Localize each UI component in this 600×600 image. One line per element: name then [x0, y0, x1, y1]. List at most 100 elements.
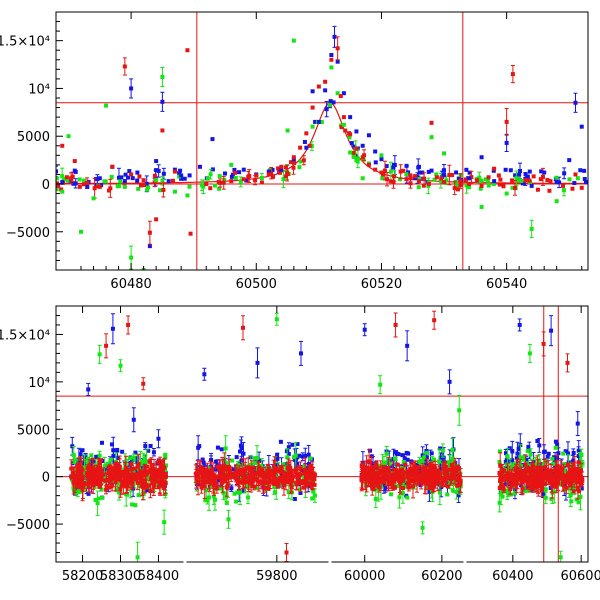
blue-epoch-point — [78, 452, 83, 457]
green-epoch-point — [246, 495, 251, 500]
red-epoch-point — [156, 468, 161, 473]
blue-epoch-point — [275, 456, 280, 461]
blue-point — [567, 158, 572, 163]
red-epoch-point — [249, 477, 254, 482]
red-epoch-point — [145, 464, 150, 469]
green-epoch-point — [522, 455, 527, 460]
green-epoch-point — [537, 458, 542, 463]
blue-epoch-point — [405, 457, 410, 462]
red-baseline-point — [501, 184, 506, 189]
red-baseline-point — [388, 179, 393, 184]
green-epoch-point — [96, 496, 101, 501]
red-epoch-point — [281, 483, 286, 488]
red-epoch-point — [566, 471, 571, 476]
blue-point — [304, 145, 309, 150]
red-epoch-point — [120, 481, 125, 486]
zoom-panel: 60480 60500 60520 60540 −5000 0 5000 10⁴ 1.5×10⁴ — [0, 11, 589, 292]
blue-epoch-point — [389, 463, 394, 468]
red-epoch-point — [259, 473, 264, 478]
red-epoch-point — [69, 466, 74, 471]
blue-epoch-point — [371, 462, 376, 467]
red-epoch-point — [264, 486, 269, 491]
red-baseline-point — [439, 176, 444, 181]
blue-point — [467, 176, 472, 181]
red-epoch-point — [148, 489, 153, 494]
red-epoch-point — [401, 478, 406, 483]
blue-point — [154, 159, 159, 164]
red-baseline-point — [108, 186, 113, 191]
green-baseline-point — [575, 176, 580, 181]
red-point — [360, 155, 365, 160]
red-epoch-point — [361, 468, 366, 473]
blue-epoch-point — [556, 451, 561, 456]
red-baseline-point — [122, 181, 127, 186]
green-baseline-point — [438, 178, 443, 183]
green-epoch-point — [99, 495, 104, 500]
red-epoch-point — [78, 473, 83, 478]
blue-epoch-point — [300, 454, 305, 459]
blue-baseline-point — [73, 181, 78, 186]
green-baseline-point — [510, 185, 515, 190]
green-baseline-point — [398, 177, 403, 182]
green-epoch-point — [499, 491, 504, 496]
red-epoch-point — [118, 470, 123, 475]
red-baseline-point — [391, 179, 396, 184]
red-epoch-point — [404, 471, 409, 476]
red-baseline-point — [401, 168, 406, 173]
red-epoch-point — [303, 479, 308, 484]
red-epoch-point — [288, 482, 293, 487]
red-baseline-point — [452, 186, 457, 191]
red-outlier-point — [141, 381, 146, 386]
blue-point — [60, 180, 65, 185]
green-epoch-point — [212, 497, 217, 502]
blue-baseline-point — [525, 174, 530, 179]
red-baseline-point — [398, 169, 403, 174]
blue-epoch-point — [418, 483, 423, 488]
red-baseline-point — [385, 177, 390, 182]
blue-baseline-point — [302, 139, 307, 144]
green-epoch-point — [95, 501, 100, 506]
red-baseline-point — [70, 174, 75, 179]
green-epoch-point — [396, 484, 401, 489]
red-epoch-point — [120, 469, 125, 474]
blue-epoch-point — [438, 446, 443, 451]
red-baseline-point — [458, 179, 463, 184]
blue-baseline-point — [419, 176, 424, 181]
blue-epoch-point — [111, 453, 116, 458]
red-baseline-point — [278, 170, 283, 175]
red-epoch-point — [233, 471, 238, 476]
red-epoch-point — [366, 476, 371, 481]
red-baseline-point — [285, 172, 290, 177]
red-epoch-point — [112, 469, 117, 474]
green-epoch-point — [285, 455, 290, 460]
red-epoch-point — [394, 470, 399, 475]
blue-epoch-point — [402, 456, 407, 461]
red-epoch-point — [267, 476, 272, 481]
red-epoch-point — [118, 478, 123, 483]
red-epoch-point — [201, 469, 206, 474]
blue-point — [241, 167, 246, 172]
blue-baseline-point — [127, 169, 132, 174]
blue-point — [72, 168, 77, 173]
red-epoch-point — [298, 466, 303, 471]
red-epoch-point — [273, 481, 278, 486]
red-epoch-point — [108, 465, 113, 470]
red-epoch-point — [222, 479, 227, 484]
green-epoch-point — [424, 485, 429, 490]
red-epoch-point — [212, 482, 217, 487]
green-baseline-point — [519, 178, 524, 183]
green-epoch-point — [291, 481, 296, 486]
red-epoch-point — [373, 480, 378, 485]
blue-epoch-point — [441, 455, 446, 460]
red-baseline-point — [447, 172, 452, 177]
blue-baseline-point — [527, 169, 532, 174]
blue-point — [129, 86, 134, 91]
blue-epoch-point — [400, 453, 405, 458]
red-baseline-point — [56, 183, 60, 188]
blue-epoch-point — [565, 451, 570, 456]
green-epoch-point — [505, 488, 510, 493]
blue-epoch-point — [286, 445, 291, 450]
blue-epoch-point — [507, 446, 512, 451]
blue-outlier-point — [202, 372, 207, 377]
red-epoch-point — [433, 477, 438, 482]
